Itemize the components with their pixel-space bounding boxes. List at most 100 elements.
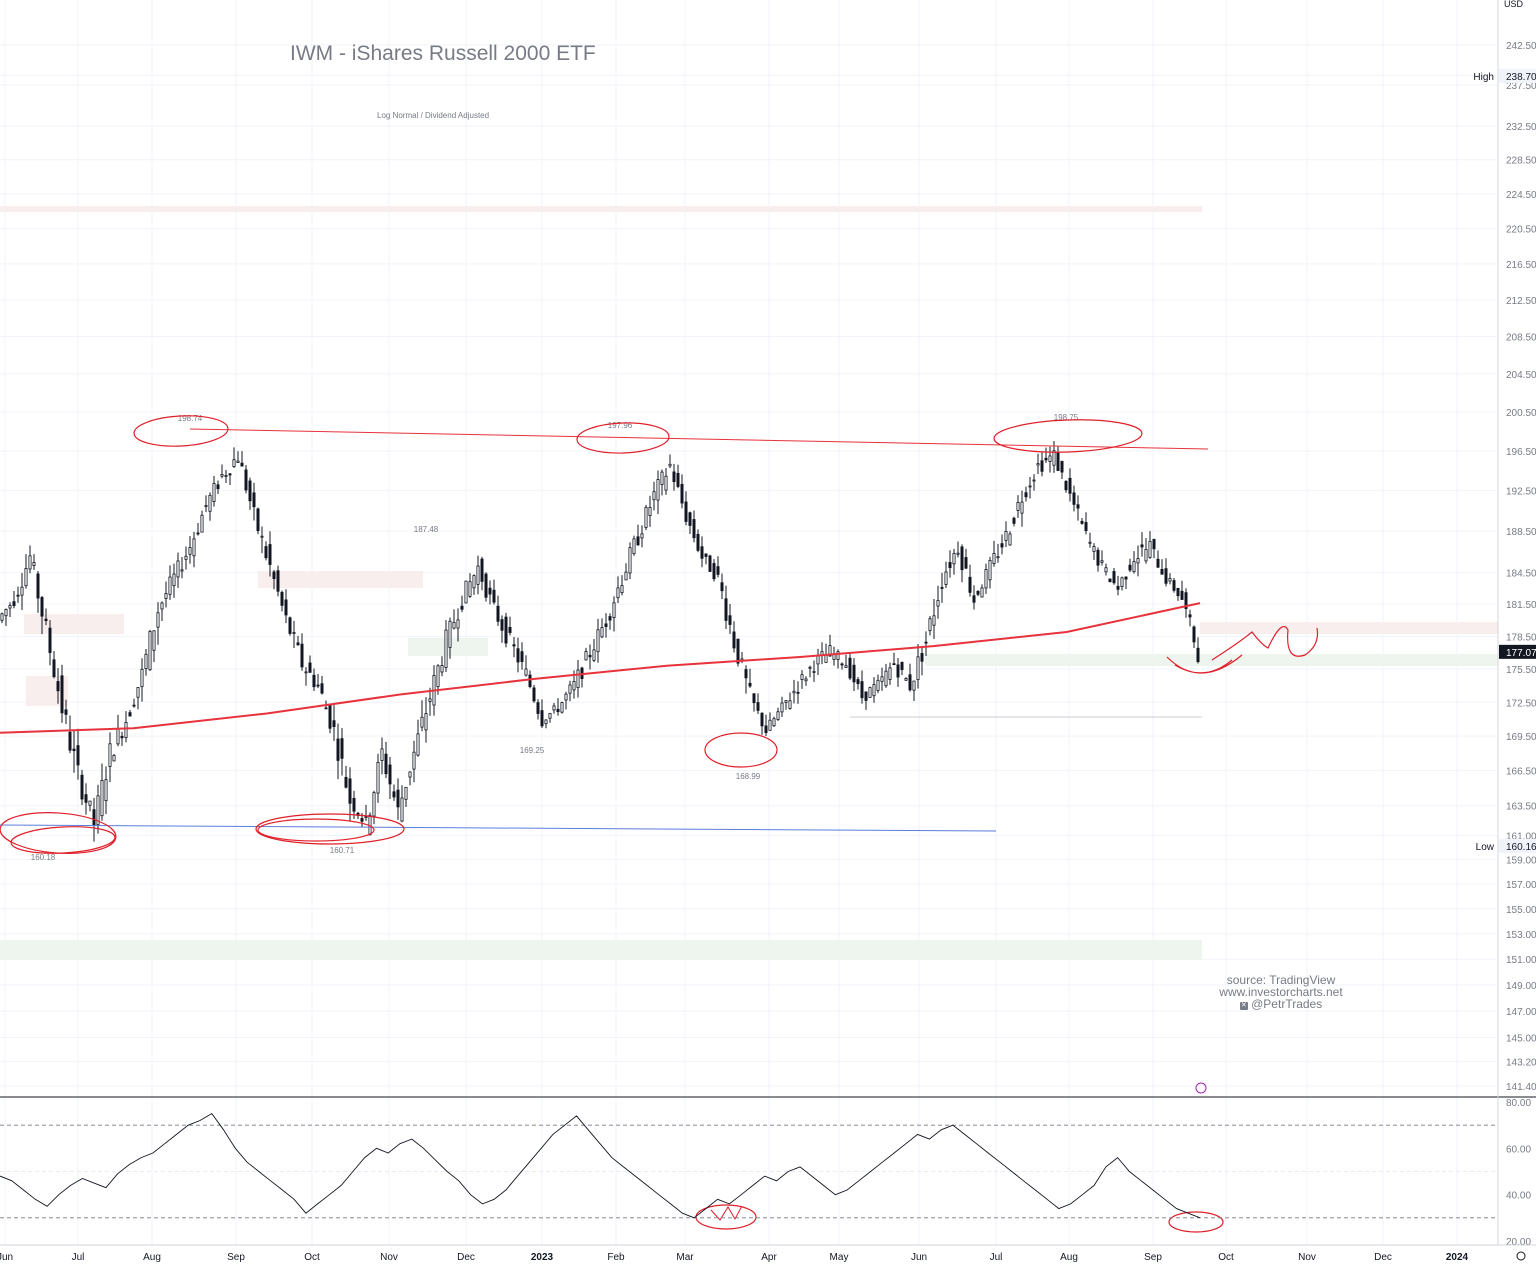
candle-down bbox=[272, 571, 276, 579]
price-tick-label: 184.50 bbox=[1506, 569, 1536, 580]
candle-up bbox=[868, 687, 872, 698]
candle-down bbox=[608, 616, 612, 621]
candle-up bbox=[404, 786, 408, 800]
annotation-circle bbox=[257, 818, 375, 842]
price-tick-label: 155.00 bbox=[1506, 905, 1536, 916]
candle-down bbox=[480, 558, 484, 582]
time-tick-label: Sep bbox=[1144, 1252, 1162, 1263]
candle-down bbox=[1176, 587, 1180, 597]
annotation-circle bbox=[133, 415, 229, 447]
resistance-zone bbox=[1200, 622, 1498, 634]
time-tick-label: Jun bbox=[911, 1252, 927, 1263]
candle-up bbox=[812, 671, 816, 673]
candle-down bbox=[736, 638, 740, 664]
price-tick-label: 151.00 bbox=[1506, 955, 1536, 966]
candle-up bbox=[420, 716, 424, 728]
candle-down bbox=[764, 725, 768, 734]
currency-label[interactable]: USD bbox=[1504, 0, 1524, 9]
candle-down bbox=[528, 674, 532, 687]
candle-up bbox=[620, 585, 624, 594]
candle-up bbox=[1100, 560, 1104, 563]
annotation-circle bbox=[993, 419, 1143, 453]
candle-up bbox=[8, 605, 12, 609]
time-tick-label: Apr bbox=[761, 1252, 777, 1263]
candle-up bbox=[792, 690, 796, 694]
candle-down bbox=[1024, 492, 1028, 498]
time-tick-label: May bbox=[830, 1252, 849, 1263]
time-tick-label: Aug bbox=[1060, 1252, 1078, 1263]
time-tick-label: Aug bbox=[143, 1252, 161, 1263]
candle-down bbox=[84, 794, 88, 803]
handle-line: ✕ @PetrTrades bbox=[1196, 998, 1366, 1010]
candle-up bbox=[364, 816, 368, 819]
candle-down bbox=[588, 654, 592, 658]
candle-down bbox=[1080, 520, 1084, 524]
annotation-circle bbox=[576, 422, 670, 454]
trendlines bbox=[0, 428, 1209, 832]
candle-up bbox=[412, 751, 416, 770]
high-value: 238.70 bbox=[1506, 72, 1536, 83]
candle-down bbox=[1072, 492, 1076, 505]
candle-up bbox=[656, 479, 660, 501]
price-tick-label: 178.50 bbox=[1506, 632, 1536, 643]
candle-down bbox=[240, 462, 244, 467]
price-axis[interactable]: 242.50 238.70237.50 232.50 228.50 224.50 220.… bbox=[1473, 0, 1536, 1248]
source-line: source: TradingView bbox=[1226, 973, 1336, 987]
candle-down bbox=[696, 533, 700, 551]
price-tick-label: 200.50 bbox=[1506, 408, 1536, 419]
candle-up bbox=[828, 645, 832, 657]
candle-up bbox=[172, 573, 176, 587]
candle-up bbox=[20, 586, 24, 596]
candle-up bbox=[1028, 485, 1032, 488]
high-label: High bbox=[1473, 72, 1494, 83]
candle-down bbox=[976, 590, 980, 595]
annotation-projection bbox=[1211, 626, 1319, 661]
candle-down bbox=[332, 720, 336, 728]
candle-down bbox=[344, 776, 348, 788]
candle-up bbox=[208, 494, 212, 512]
candle-down bbox=[316, 684, 320, 687]
candle-up bbox=[788, 700, 792, 709]
candle-up bbox=[928, 618, 932, 632]
candle-up bbox=[992, 553, 996, 564]
candle-up bbox=[548, 713, 552, 719]
time-axis[interactable]: Jun Jul Aug Sep Oct Nov Dec 2023 Feb Mar Apr May Jun… bbox=[0, 1082, 1536, 1263]
candle-up bbox=[292, 632, 296, 634]
candle-up bbox=[200, 514, 204, 533]
candle-up bbox=[400, 797, 404, 822]
candle-down bbox=[36, 573, 40, 599]
candle-down bbox=[1184, 592, 1188, 610]
candle-down bbox=[248, 480, 252, 502]
price-extreme-labels: 198.74 187.48 197.96 169.25 168.99 198.75 160.… bbox=[31, 413, 1079, 862]
low-label: Low bbox=[1476, 842, 1495, 853]
candle-up bbox=[376, 761, 380, 794]
price-tick-label: 216.50 bbox=[1506, 260, 1536, 271]
time-tick-label: Dec bbox=[457, 1252, 475, 1263]
candle-up bbox=[996, 556, 1000, 559]
candle-up bbox=[176, 560, 180, 578]
price-extreme-label: 198.75 bbox=[1054, 413, 1079, 422]
candle-down bbox=[460, 605, 464, 610]
candle-down bbox=[532, 687, 536, 702]
candle-down bbox=[752, 693, 756, 704]
candle-down bbox=[556, 708, 560, 713]
candle-down bbox=[1140, 544, 1144, 548]
candle-down bbox=[724, 598, 728, 621]
candle-down bbox=[320, 683, 324, 694]
candle-up bbox=[880, 676, 884, 682]
high-value-tag bbox=[1499, 69, 1536, 83]
candle-up bbox=[168, 576, 172, 595]
candle-up bbox=[572, 681, 576, 691]
candle-up bbox=[932, 615, 936, 626]
candle-up bbox=[844, 665, 848, 668]
candle-down bbox=[340, 738, 344, 759]
candle-down bbox=[300, 643, 304, 668]
candle-up bbox=[232, 459, 236, 467]
price-extreme-label: 187.48 bbox=[414, 525, 439, 534]
price-tick-label: 159.00 bbox=[1506, 856, 1536, 867]
annotation-circle bbox=[0, 812, 117, 854]
candle-up bbox=[980, 587, 984, 598]
candle-up bbox=[104, 779, 108, 802]
candle-down bbox=[324, 707, 328, 710]
candle-up bbox=[912, 680, 916, 691]
